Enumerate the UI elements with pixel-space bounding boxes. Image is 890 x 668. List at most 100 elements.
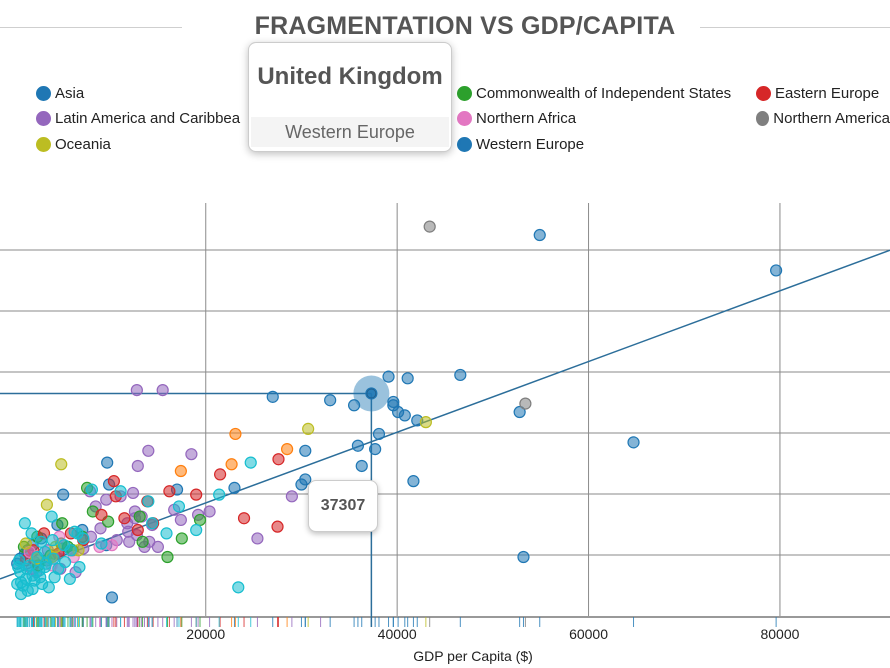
data-point: [237, 512, 251, 525]
data-point: [519, 397, 532, 410]
data-point: [244, 456, 257, 469]
data-point: [25, 527, 38, 540]
data-point: [151, 540, 165, 553]
data-point: [213, 488, 226, 501]
data-point: [118, 512, 131, 525]
legend-item-asia[interactable]: Asia: [36, 85, 84, 102]
legend-label: Northern America: [773, 110, 890, 127]
data-point: [266, 390, 279, 403]
legend-item-cis[interactable]: Commonwealth of Independent States: [457, 85, 731, 102]
data-point: [85, 483, 98, 496]
data-point: [355, 459, 368, 473]
data-point: [20, 562, 33, 575]
data-point: [280, 443, 294, 456]
legend-label: Oceania: [55, 136, 111, 153]
legend-swatch: [756, 111, 770, 126]
data-point: [299, 444, 312, 457]
data-point: [71, 527, 84, 540]
tooltip-region: Western Europe: [251, 117, 449, 147]
data-point: [387, 395, 400, 409]
data-point: [517, 550, 530, 564]
data-point: [130, 384, 143, 397]
data-point: [19, 537, 32, 550]
legend-label: Latin America and Caribbea: [55, 110, 241, 127]
legend-label: Asia: [55, 85, 85, 102]
data-point: [95, 537, 108, 550]
data-point: [382, 370, 395, 383]
data-point: [232, 581, 245, 594]
legend-item-latin-america[interactable]: Latin America and Caribbea: [36, 110, 240, 127]
data-point: [229, 427, 242, 441]
data-point: [398, 409, 411, 422]
data-point: [94, 522, 107, 535]
data-point: [627, 436, 640, 449]
data-point: [57, 488, 70, 501]
data-point: [185, 448, 198, 461]
data-point: [454, 368, 467, 382]
data-point: [533, 228, 546, 242]
legend-item-eastern-europe[interactable]: Eastern Europe: [756, 85, 879, 102]
x-tick-label: 20000: [186, 626, 225, 642]
crosshair-x-value: 37307: [308, 480, 378, 532]
legend-item-oceania[interactable]: Oceania: [36, 136, 111, 153]
data-point: [214, 468, 227, 481]
data-point: [56, 517, 69, 530]
data-point: [324, 394, 337, 407]
legend-swatch: [756, 86, 771, 101]
legend-swatch: [36, 86, 51, 101]
country-tooltip: United Kingdom Western Europe: [248, 42, 452, 152]
data-point: [38, 545, 52, 559]
data-point: [419, 416, 432, 429]
data-point: [299, 473, 312, 486]
data-point: [46, 534, 59, 547]
legend-label: Eastern Europe: [775, 85, 880, 102]
data-point: [302, 422, 315, 435]
data-point: [26, 582, 39, 596]
data-point: [369, 443, 382, 456]
title-rule-right: [700, 27, 890, 28]
data-point: [55, 458, 68, 471]
data-point: [190, 523, 203, 537]
data-point: [133, 510, 146, 523]
data-point: [105, 539, 119, 552]
data-point: [18, 517, 31, 530]
legend-label: Commonwealth of Independent States: [476, 85, 732, 102]
data-point: [36, 577, 49, 591]
data-point: [142, 444, 155, 457]
data-point: [126, 486, 140, 500]
data-point: [174, 513, 187, 527]
selected-point: [366, 388, 377, 399]
data-point: [190, 488, 203, 501]
data-point: [251, 532, 264, 545]
x-tick-label: 80000: [760, 626, 799, 642]
legend-swatch: [457, 86, 472, 101]
data-point: [58, 539, 71, 552]
data-point: [372, 427, 386, 441]
legend-swatch: [457, 137, 472, 152]
title-rule-left: [0, 27, 182, 28]
data-point: [225, 458, 238, 471]
data-point: [285, 490, 298, 503]
data-point: [48, 571, 61, 584]
data-point: [95, 508, 108, 521]
data-point: [156, 384, 169, 397]
data-point: [347, 399, 361, 412]
data-point: [142, 495, 155, 508]
data-point: [203, 505, 216, 518]
data-point: [101, 456, 114, 469]
legend-item-northern-america[interactable]: Northern America: [756, 110, 890, 127]
data-point: [161, 550, 174, 564]
legend-item-northern-africa[interactable]: Northern Africa: [457, 110, 576, 127]
data-point: [272, 453, 285, 466]
data-point: [136, 535, 149, 548]
data-point: [174, 464, 187, 478]
legend-swatch: [36, 137, 51, 152]
legend-item-western-europe[interactable]: Western Europe: [457, 136, 584, 153]
data-point: [114, 485, 127, 498]
data-point: [172, 500, 186, 513]
chart-title: FRAGMENTATION VS GDP/CAPITA: [254, 12, 676, 40]
data-point: [513, 405, 526, 419]
data-point: [107, 475, 120, 488]
data-point: [228, 481, 241, 494]
